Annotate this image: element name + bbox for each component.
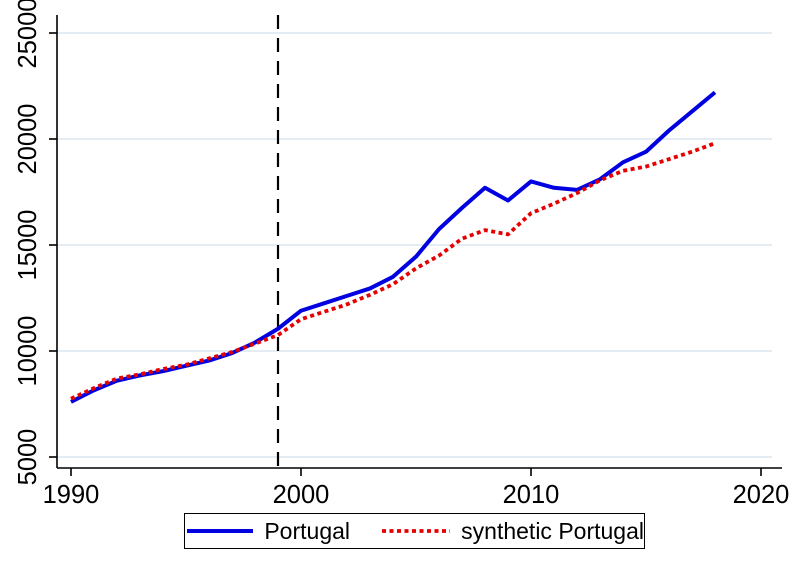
legend-sample-synthetic-portugal	[381, 529, 451, 533]
legend: Portugal synthetic Portugal	[184, 513, 645, 549]
y-tick-label: 5000	[14, 429, 42, 486]
legend-label-synthetic-portugal: synthetic Portugal	[461, 517, 644, 544]
y-tick-label: 15000	[14, 210, 42, 281]
x-tick-label: 1990	[43, 481, 100, 509]
y-tick-label: 20000	[14, 104, 42, 175]
x-tick-label: 2000	[273, 481, 330, 509]
synthetic-portugal-line	[70, 141, 716, 401]
y-tick-label: 10000	[14, 316, 42, 387]
legend-label-portugal: Portugal	[264, 517, 351, 544]
x-tick-label: 2020	[733, 481, 790, 509]
x-tick-label: 2010	[503, 481, 560, 509]
legend-sample-portugal	[187, 529, 254, 533]
y-tick-label: 25000	[14, 0, 42, 68]
